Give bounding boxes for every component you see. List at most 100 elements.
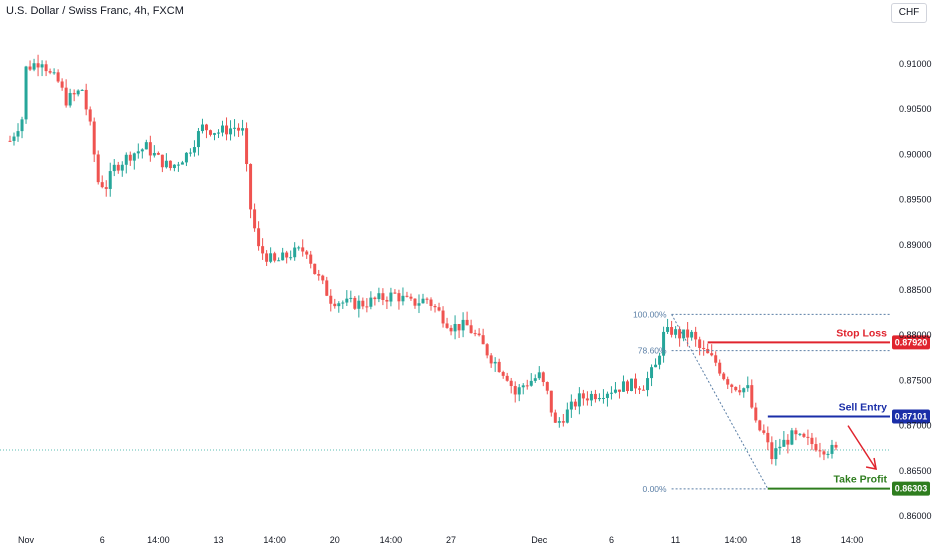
candle-body <box>718 362 722 374</box>
x-tick-label: Dec <box>531 535 548 545</box>
candle-body <box>521 385 525 388</box>
candle-body <box>734 386 738 391</box>
take-profit-price-tag <box>892 481 930 496</box>
candle-body <box>802 433 806 437</box>
candle-body <box>569 401 573 410</box>
candle-body <box>124 154 128 165</box>
candle-body <box>116 164 120 171</box>
candle-body <box>525 385 529 387</box>
candle-body <box>237 127 241 131</box>
candle-body <box>814 444 818 451</box>
candle-body <box>509 380 513 387</box>
candle-body <box>445 323 449 328</box>
candle-body <box>221 125 225 133</box>
candle-body <box>642 389 646 391</box>
candle-body <box>108 171 112 189</box>
candle-body <box>674 329 678 335</box>
y-tick-label: 0.89000 <box>899 240 932 250</box>
candle-body <box>72 93 76 95</box>
candle-body <box>714 355 718 363</box>
candle-body <box>589 393 593 401</box>
candle-body <box>297 247 301 249</box>
fib-trend-line <box>671 314 769 490</box>
candle-body <box>208 130 212 135</box>
candle-body <box>317 274 321 276</box>
candle-body <box>409 296 413 299</box>
candle-body <box>148 142 152 156</box>
candle-body <box>321 275 325 281</box>
candle-body <box>754 407 758 421</box>
candle-body <box>634 378 638 389</box>
y-tick-label: 0.87500 <box>899 375 932 385</box>
candle-body <box>8 140 12 142</box>
candle-body <box>497 361 501 373</box>
candle-body <box>253 209 257 229</box>
candle-body <box>341 302 345 304</box>
candle-body <box>670 327 674 335</box>
candle-body <box>834 444 838 448</box>
candle-body <box>241 128 245 131</box>
candle-body <box>774 448 778 460</box>
take-profit-label: Take Profit <box>834 474 888 486</box>
candle-body <box>200 124 204 132</box>
candle-body <box>613 389 617 393</box>
candle-body <box>88 109 92 122</box>
candle-body <box>565 409 569 423</box>
candle-body <box>100 182 104 188</box>
candle-body <box>493 361 497 364</box>
candle-body <box>196 131 200 148</box>
y-tick-label: 0.90000 <box>899 149 932 159</box>
candle-body <box>168 160 172 169</box>
candle-body <box>176 164 180 166</box>
candle-body <box>56 72 60 82</box>
candle-body <box>429 299 433 306</box>
candle-body <box>650 367 654 379</box>
candle-body <box>160 154 164 168</box>
candle-body <box>204 124 208 131</box>
candle-body <box>750 385 754 408</box>
candle-body <box>76 90 80 95</box>
candle-body <box>120 164 124 171</box>
x-tick-label: 6 <box>100 535 105 545</box>
candle-body <box>345 298 349 303</box>
candle-body <box>646 378 650 391</box>
candle-body <box>225 125 229 135</box>
y-tick-label: 0.87000 <box>899 421 932 431</box>
price-axis[interactable]: 0.91000 0.90500 0.90000 0.89500 0.89000 0.885… <box>899 59 932 521</box>
candle-body <box>822 451 826 455</box>
candle-body <box>401 295 405 302</box>
candle-body <box>710 353 714 356</box>
time-axis[interactable]: Nov 6 14:00 13 14:00 20 14:00 27 Dec 6 11 14:00 18 14… <box>18 535 863 545</box>
candle-body <box>686 329 690 338</box>
candle-body <box>44 64 48 72</box>
candle-body <box>249 164 253 210</box>
candle-body <box>545 382 549 391</box>
currency-button[interactable]: CHF <box>891 3 927 23</box>
candle-body <box>152 152 156 156</box>
candle-body <box>617 389 621 392</box>
candle-body <box>385 299 389 302</box>
candlestick-series <box>8 54 838 466</box>
candle-body <box>325 280 329 296</box>
candle-body <box>417 303 421 306</box>
candle-body <box>798 433 802 435</box>
candle-body <box>313 263 317 275</box>
candle-body <box>333 303 337 307</box>
candle-body <box>746 385 750 389</box>
candle-body <box>373 297 377 300</box>
candle-body <box>473 333 477 335</box>
x-tick-label: 11 <box>671 535 680 545</box>
candle-body <box>305 251 309 255</box>
candle-body <box>353 297 357 309</box>
target-arrow-head <box>865 457 878 470</box>
candle-body <box>293 247 297 258</box>
candle-body <box>469 325 473 334</box>
stop-loss-label: Stop Loss <box>836 327 887 339</box>
candle-body <box>104 187 108 189</box>
candle-body <box>830 444 834 454</box>
y-tick-label: 0.90500 <box>899 104 932 114</box>
candle-body <box>20 119 24 132</box>
candle-body <box>164 160 168 168</box>
candle-body <box>112 164 116 172</box>
